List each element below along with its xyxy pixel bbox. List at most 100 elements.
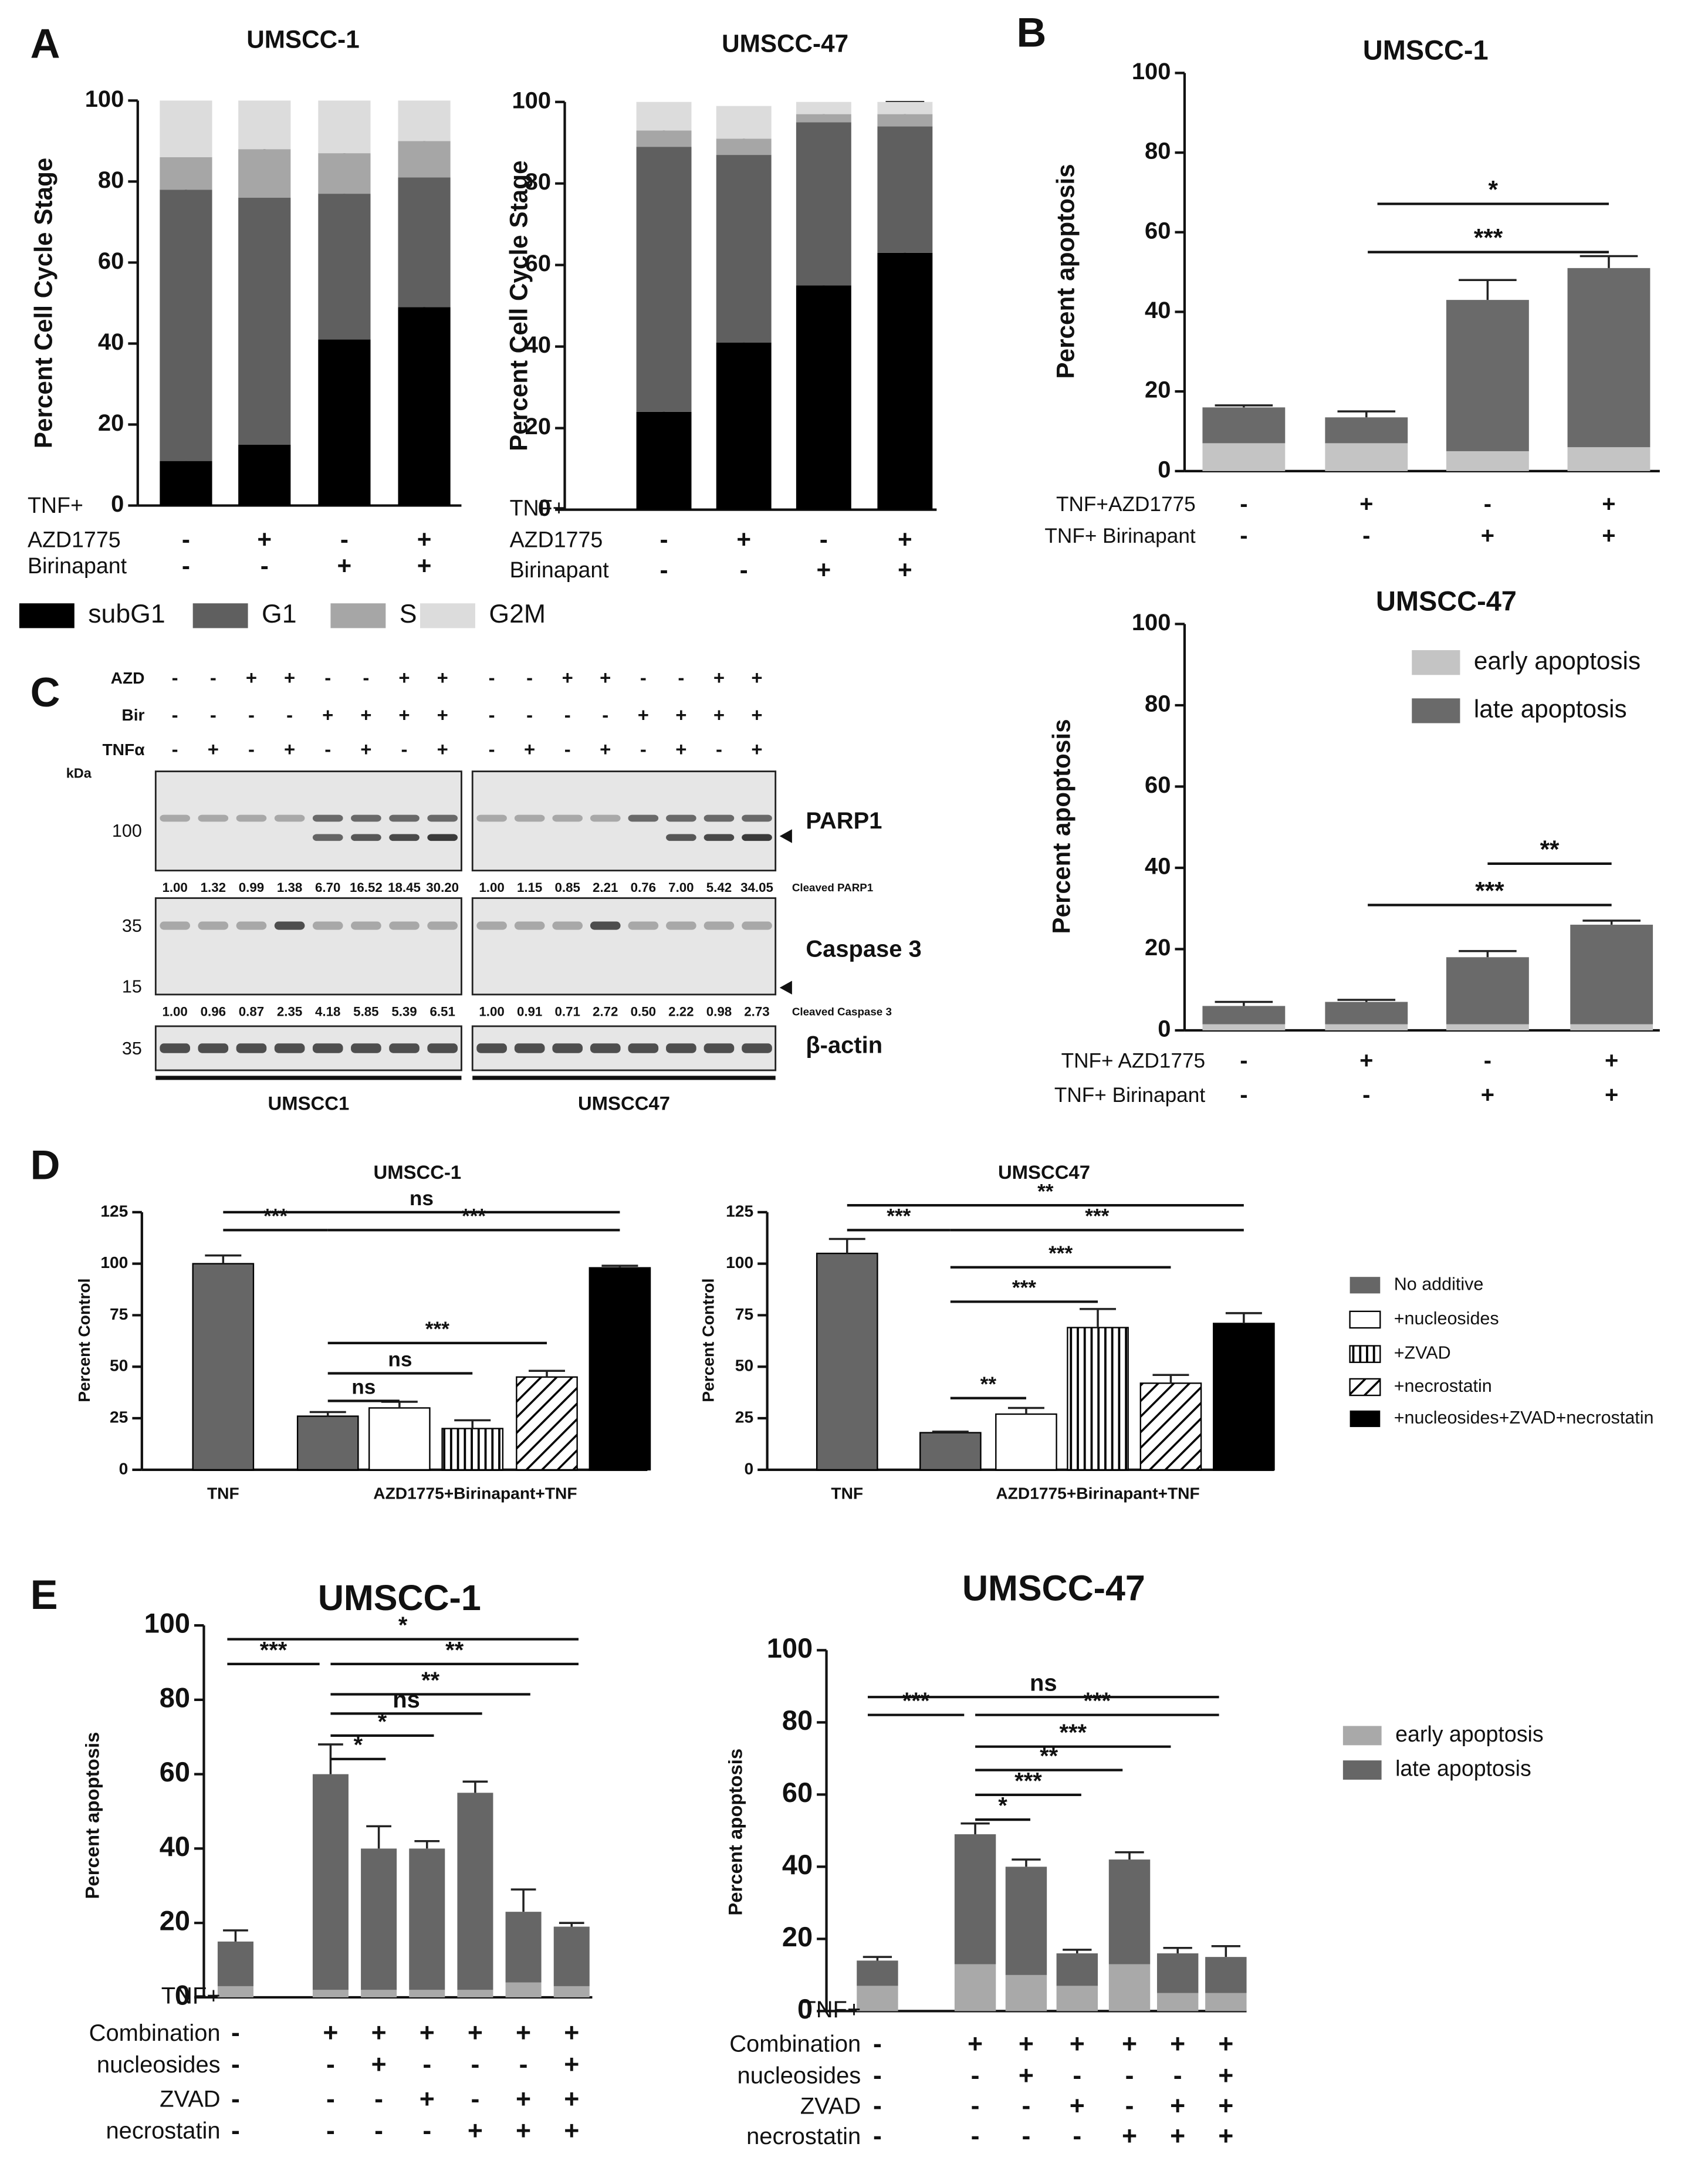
blot-sign: - xyxy=(640,667,647,688)
bar-segment xyxy=(409,1990,445,1997)
bar-segment xyxy=(1325,443,1408,471)
y-tick-label: 40 xyxy=(525,332,551,358)
y-tick-label: 60 xyxy=(160,1756,190,1787)
quant-value: 7.00 xyxy=(668,880,694,895)
blot-band xyxy=(274,1043,305,1053)
condition-name: TNF+ xyxy=(510,496,566,520)
quant-value: 5.42 xyxy=(706,880,732,895)
blot-band xyxy=(274,921,305,930)
condition-name: Combination xyxy=(729,2031,861,2057)
y-axis-label: Percent Cell Cycle Stage xyxy=(30,158,58,448)
blot-sign: - xyxy=(640,738,647,760)
blot-sign: - xyxy=(210,667,217,688)
blot-band xyxy=(628,921,659,930)
blot-band xyxy=(704,834,735,841)
bar xyxy=(816,1252,878,1471)
blot-sign: - xyxy=(678,667,684,688)
error-bar xyxy=(366,1825,391,1849)
significance-label: *** xyxy=(263,1205,288,1228)
condition-name: TNF+ Birinapant xyxy=(1054,1084,1206,1107)
bar-segment xyxy=(716,138,772,155)
quant-value: 1.00 xyxy=(162,1004,187,1019)
condition-name: TNF+ AZD1775 xyxy=(1061,1049,1206,1072)
error-bar xyxy=(932,1431,969,1433)
condition-sign: - xyxy=(1173,2061,1182,2090)
blot-sign: - xyxy=(489,704,495,725)
legend-label: +nucleosides+ZVAD+necrostatin xyxy=(1394,1408,1654,1428)
error-bar xyxy=(309,1411,346,1416)
blot-band xyxy=(666,1043,696,1053)
error-bar xyxy=(381,1401,418,1408)
legend-swatch xyxy=(1342,1760,1382,1780)
legend-swatch xyxy=(1342,1726,1382,1746)
legend-label: subG1 xyxy=(88,600,165,628)
significance-label: *** xyxy=(1014,1768,1042,1794)
chart-title: UMSCC-1 xyxy=(1363,35,1489,66)
condition-sign: - xyxy=(740,556,748,583)
blot-sign: + xyxy=(360,704,371,725)
error-bar xyxy=(1225,1312,1262,1324)
blot-band xyxy=(198,921,229,930)
error-bar xyxy=(1459,950,1517,958)
bar xyxy=(1067,1327,1129,1471)
condition-sign: + xyxy=(371,2050,387,2079)
x-tick-label: AZD1775+Birinapant+TNF xyxy=(373,1484,577,1503)
blot-sign: + xyxy=(437,704,448,725)
blot-band xyxy=(742,921,772,930)
blot-sign: + xyxy=(562,667,573,688)
bar-segment xyxy=(954,1964,996,2011)
bar-segment xyxy=(636,102,692,131)
condition-name: necrostatin xyxy=(746,2124,861,2149)
condition-sign: - xyxy=(231,2050,240,2079)
bar-segment xyxy=(796,114,851,123)
condition-sign: + xyxy=(1602,491,1615,517)
condition-sign: + xyxy=(257,526,272,553)
blot-sign: + xyxy=(751,704,762,725)
bar-segment xyxy=(1446,451,1529,471)
condition-sign: + xyxy=(1122,2030,1137,2058)
legend-label: S xyxy=(400,600,417,628)
significance-label: ** xyxy=(421,1668,440,1693)
legend-label: G1 xyxy=(262,600,297,628)
mw-marker: 35 xyxy=(122,1039,142,1059)
bar-segment xyxy=(877,126,933,253)
y-tick-label: 40 xyxy=(782,1849,813,1880)
legend-label: late apoptosis xyxy=(1474,695,1627,722)
y-tick-label: 25 xyxy=(110,1407,128,1426)
bar-segment xyxy=(877,114,933,127)
y-tick-label: 0 xyxy=(744,1459,753,1477)
blot-band xyxy=(742,834,772,841)
y-axis-label: Percent apoptosis xyxy=(81,1732,103,1899)
y-tick-label: 0 xyxy=(175,1979,190,2010)
error-bar xyxy=(1163,1947,1192,1954)
blot-band xyxy=(274,814,305,822)
quant-value: 0.87 xyxy=(239,1004,264,1019)
blot-band xyxy=(389,921,420,930)
legend-label: +nucleosides xyxy=(1394,1308,1499,1328)
condition-sign: + xyxy=(898,556,912,583)
bar-segment xyxy=(238,149,291,198)
blot-band xyxy=(552,814,583,822)
blot-sign: + xyxy=(713,704,725,725)
blot-band xyxy=(476,921,507,930)
band-label: Caspase 3 xyxy=(806,936,921,962)
y-tick-label: 125 xyxy=(726,1201,753,1220)
bar xyxy=(1213,1323,1275,1471)
bar-segment xyxy=(361,1990,397,1997)
blot-band xyxy=(427,921,458,930)
blot-band xyxy=(198,814,229,822)
panel-label: B xyxy=(1017,9,1047,56)
condition-name: ZVAD xyxy=(800,2093,861,2119)
condition-sign: + xyxy=(1122,2122,1137,2151)
blot-sign: + xyxy=(360,738,371,760)
mw-marker: 35 xyxy=(122,916,142,936)
blot-sign: + xyxy=(713,667,725,688)
error-bar xyxy=(205,1254,242,1264)
blot-sign: + xyxy=(751,667,762,688)
condition-name: Combination xyxy=(89,2020,221,2046)
quant-value: 1.32 xyxy=(201,880,226,895)
condition-sign: - xyxy=(326,2085,335,2114)
chart-title: UMSCC-1 xyxy=(373,1161,461,1183)
y-tick-label: 100 xyxy=(726,1253,753,1272)
